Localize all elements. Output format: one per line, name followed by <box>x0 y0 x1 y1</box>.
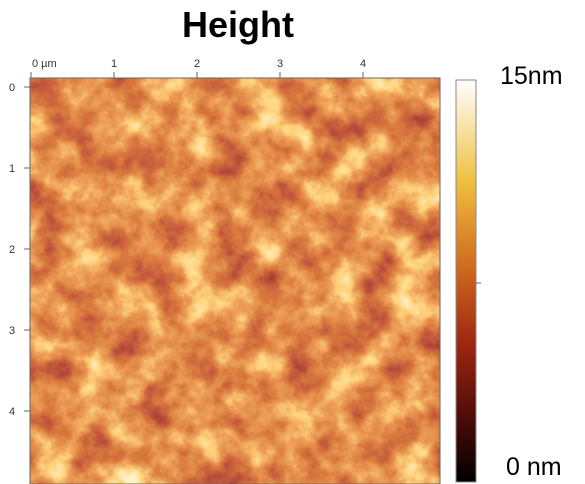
colorbar-min: 0 nm <box>506 453 562 481</box>
x-tick-label: 0 µm <box>32 58 57 70</box>
colorbar <box>456 80 476 482</box>
y-axis: 0 1 2 3 4 <box>9 82 30 418</box>
x-axis: 0 µm 1 2 3 4 <box>31 58 366 78</box>
height-map <box>30 78 440 484</box>
y-tick-label: 0 <box>9 82 15 94</box>
figure: Height 0 µm 1 2 3 4 0 1 2 3 4 15nm 0 nm <box>0 0 585 484</box>
title: Height <box>182 4 294 45</box>
colorbar-max: 15nm <box>500 62 563 90</box>
x-tick-label: 3 <box>277 58 283 70</box>
y-tick-label: 2 <box>9 244 15 256</box>
y-tick-label: 4 <box>9 406 15 418</box>
x-tick-label: 4 <box>360 58 366 70</box>
x-tick-label: 1 <box>111 58 117 70</box>
y-tick-label: 1 <box>9 163 15 175</box>
y-tick-label: 3 <box>9 325 15 337</box>
x-tick-label: 2 <box>194 58 200 70</box>
